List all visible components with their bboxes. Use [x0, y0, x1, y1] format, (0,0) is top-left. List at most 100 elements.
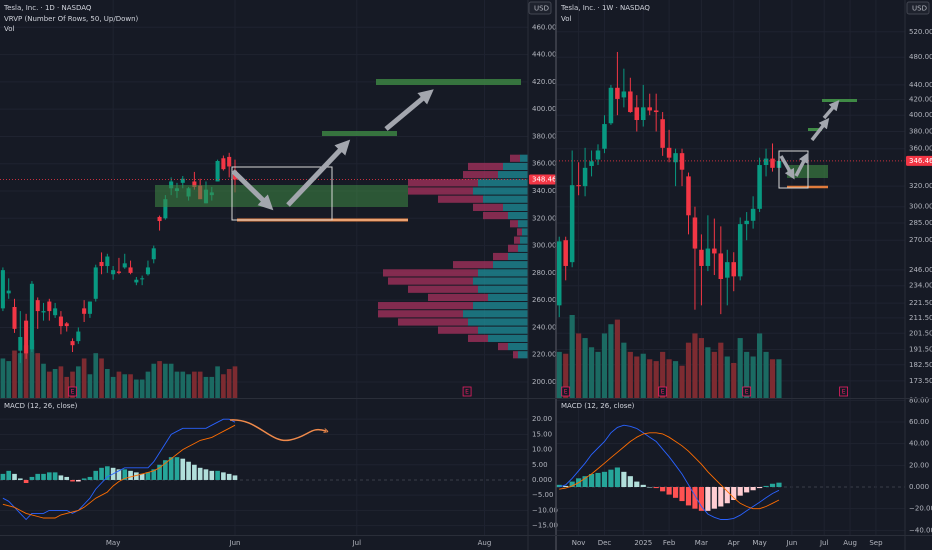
profile-down	[383, 269, 478, 277]
candle-body	[640, 107, 646, 121]
zone[interactable]	[155, 185, 408, 207]
x-tick-label: Aug	[478, 539, 492, 547]
last-price-label: 348.46	[532, 175, 557, 183]
candle-body	[692, 217, 698, 249]
indicator-label: VRVP (Number Of Rows, 50, Up/Down)	[4, 15, 139, 23]
candle-body	[24, 320, 29, 354]
candle-body	[157, 216, 162, 222]
arrow[interactable]	[384, 89, 434, 131]
profile-up	[478, 285, 528, 293]
earnings-label: E	[564, 389, 568, 396]
macd-histogram-bar	[221, 472, 226, 480]
box[interactable]	[778, 150, 809, 189]
y-tick-label: 173.50	[909, 377, 932, 385]
macd-histogram-bar	[744, 487, 750, 493]
y-tick-label: 380.00	[532, 132, 557, 140]
earnings-marker	[658, 386, 668, 397]
curved-arrow[interactable]	[229, 419, 326, 442]
y-tick-label: 240.00	[532, 323, 557, 331]
macd-histogram-bar	[569, 481, 575, 488]
candle-body	[699, 249, 704, 266]
candle-body	[145, 267, 150, 275]
macd-histogram-bar	[776, 482, 782, 488]
profile-down	[508, 244, 518, 252]
x-tick-label: Dec	[598, 539, 612, 547]
target-zone[interactable]	[376, 79, 521, 85]
target-zone[interactable]	[322, 131, 397, 136]
y-tick-label: 300.00	[909, 203, 932, 211]
symbol-title: Tesla, Inc. · 1W · NASDAQ	[560, 4, 650, 12]
candle-body	[705, 248, 711, 266]
y-tick-label: 380.00	[909, 128, 932, 136]
macd-histogram-bar	[76, 479, 81, 482]
y-tick-label: −5.00	[532, 491, 553, 499]
profile-up	[488, 293, 528, 302]
currency-box[interactable]	[906, 1, 930, 15]
arrow[interactable]	[779, 155, 795, 180]
macd-histogram-bar	[151, 469, 157, 480]
macd-histogram-bar	[588, 474, 595, 488]
candle-body	[744, 220, 749, 225]
profile-up	[518, 351, 528, 359]
candle-body	[731, 262, 736, 277]
macd-line	[559, 424, 780, 520]
profile-down	[428, 293, 488, 302]
currency-box[interactable]	[528, 1, 552, 15]
macd-line	[2, 418, 236, 521]
profile-up	[483, 195, 528, 203]
candle-body	[87, 301, 92, 314]
y-tick-label: 440.00	[909, 81, 932, 89]
profile-up	[468, 318, 528, 326]
macd-histogram-bar	[17, 478, 23, 480]
macd-histogram-bar	[6, 470, 12, 480]
volume-bar	[145, 371, 151, 398]
volume-bar	[232, 366, 238, 398]
target-zone[interactable]	[808, 128, 822, 131]
candle-body	[602, 124, 607, 149]
headers: Tesla, Inc. · 1D · NASDAQ VRVP (Number O…	[3, 1, 930, 410]
macd-histogram-bar	[627, 476, 633, 488]
volume-bar	[711, 351, 717, 398]
y-tick-label: 60.00	[909, 418, 929, 426]
arrow[interactable]	[810, 117, 830, 142]
candle-body	[615, 87, 620, 99]
volume-bar	[756, 333, 763, 398]
candle-body	[647, 107, 652, 111]
y-tick-label: 420.00	[909, 96, 932, 104]
box[interactable]	[231, 166, 333, 221]
macd-histogram-bar	[653, 487, 659, 489]
arrow[interactable]	[822, 100, 840, 120]
candle-body	[227, 156, 232, 167]
volume-bar	[750, 356, 756, 398]
volume-bar	[209, 376, 215, 398]
y-tick-label: 200.00	[532, 378, 557, 386]
candle-body	[686, 176, 691, 216]
drawings-left	[155, 79, 521, 442]
profile-up	[518, 244, 528, 252]
arrow[interactable]	[231, 169, 274, 211]
volume-bar	[46, 371, 52, 398]
arrow[interactable]	[286, 139, 351, 207]
volume-bar	[139, 379, 145, 398]
x-tick-label: Apr	[728, 539, 740, 547]
volume-bar	[705, 347, 711, 398]
profile-up	[488, 334, 528, 342]
volume-bar	[692, 333, 698, 398]
profile-down	[388, 277, 473, 285]
target-zone[interactable]	[822, 99, 857, 102]
candle-body	[770, 158, 775, 168]
y-tick-label: 420.00	[532, 78, 557, 86]
volume-bar	[666, 359, 672, 398]
y-tick-label: 20.00	[909, 461, 929, 469]
y-tick-label: 80.00	[909, 396, 929, 404]
candle-body	[6, 290, 11, 294]
last-price-box	[906, 155, 932, 166]
candle-body	[18, 337, 23, 351]
arrow[interactable]	[794, 152, 809, 177]
volume-bar	[679, 365, 685, 398]
volume-bar	[588, 347, 595, 398]
profile-up	[473, 302, 528, 310]
volume-bar	[0, 358, 6, 398]
profile-down	[473, 203, 503, 211]
x-tick-label: May	[106, 539, 120, 547]
